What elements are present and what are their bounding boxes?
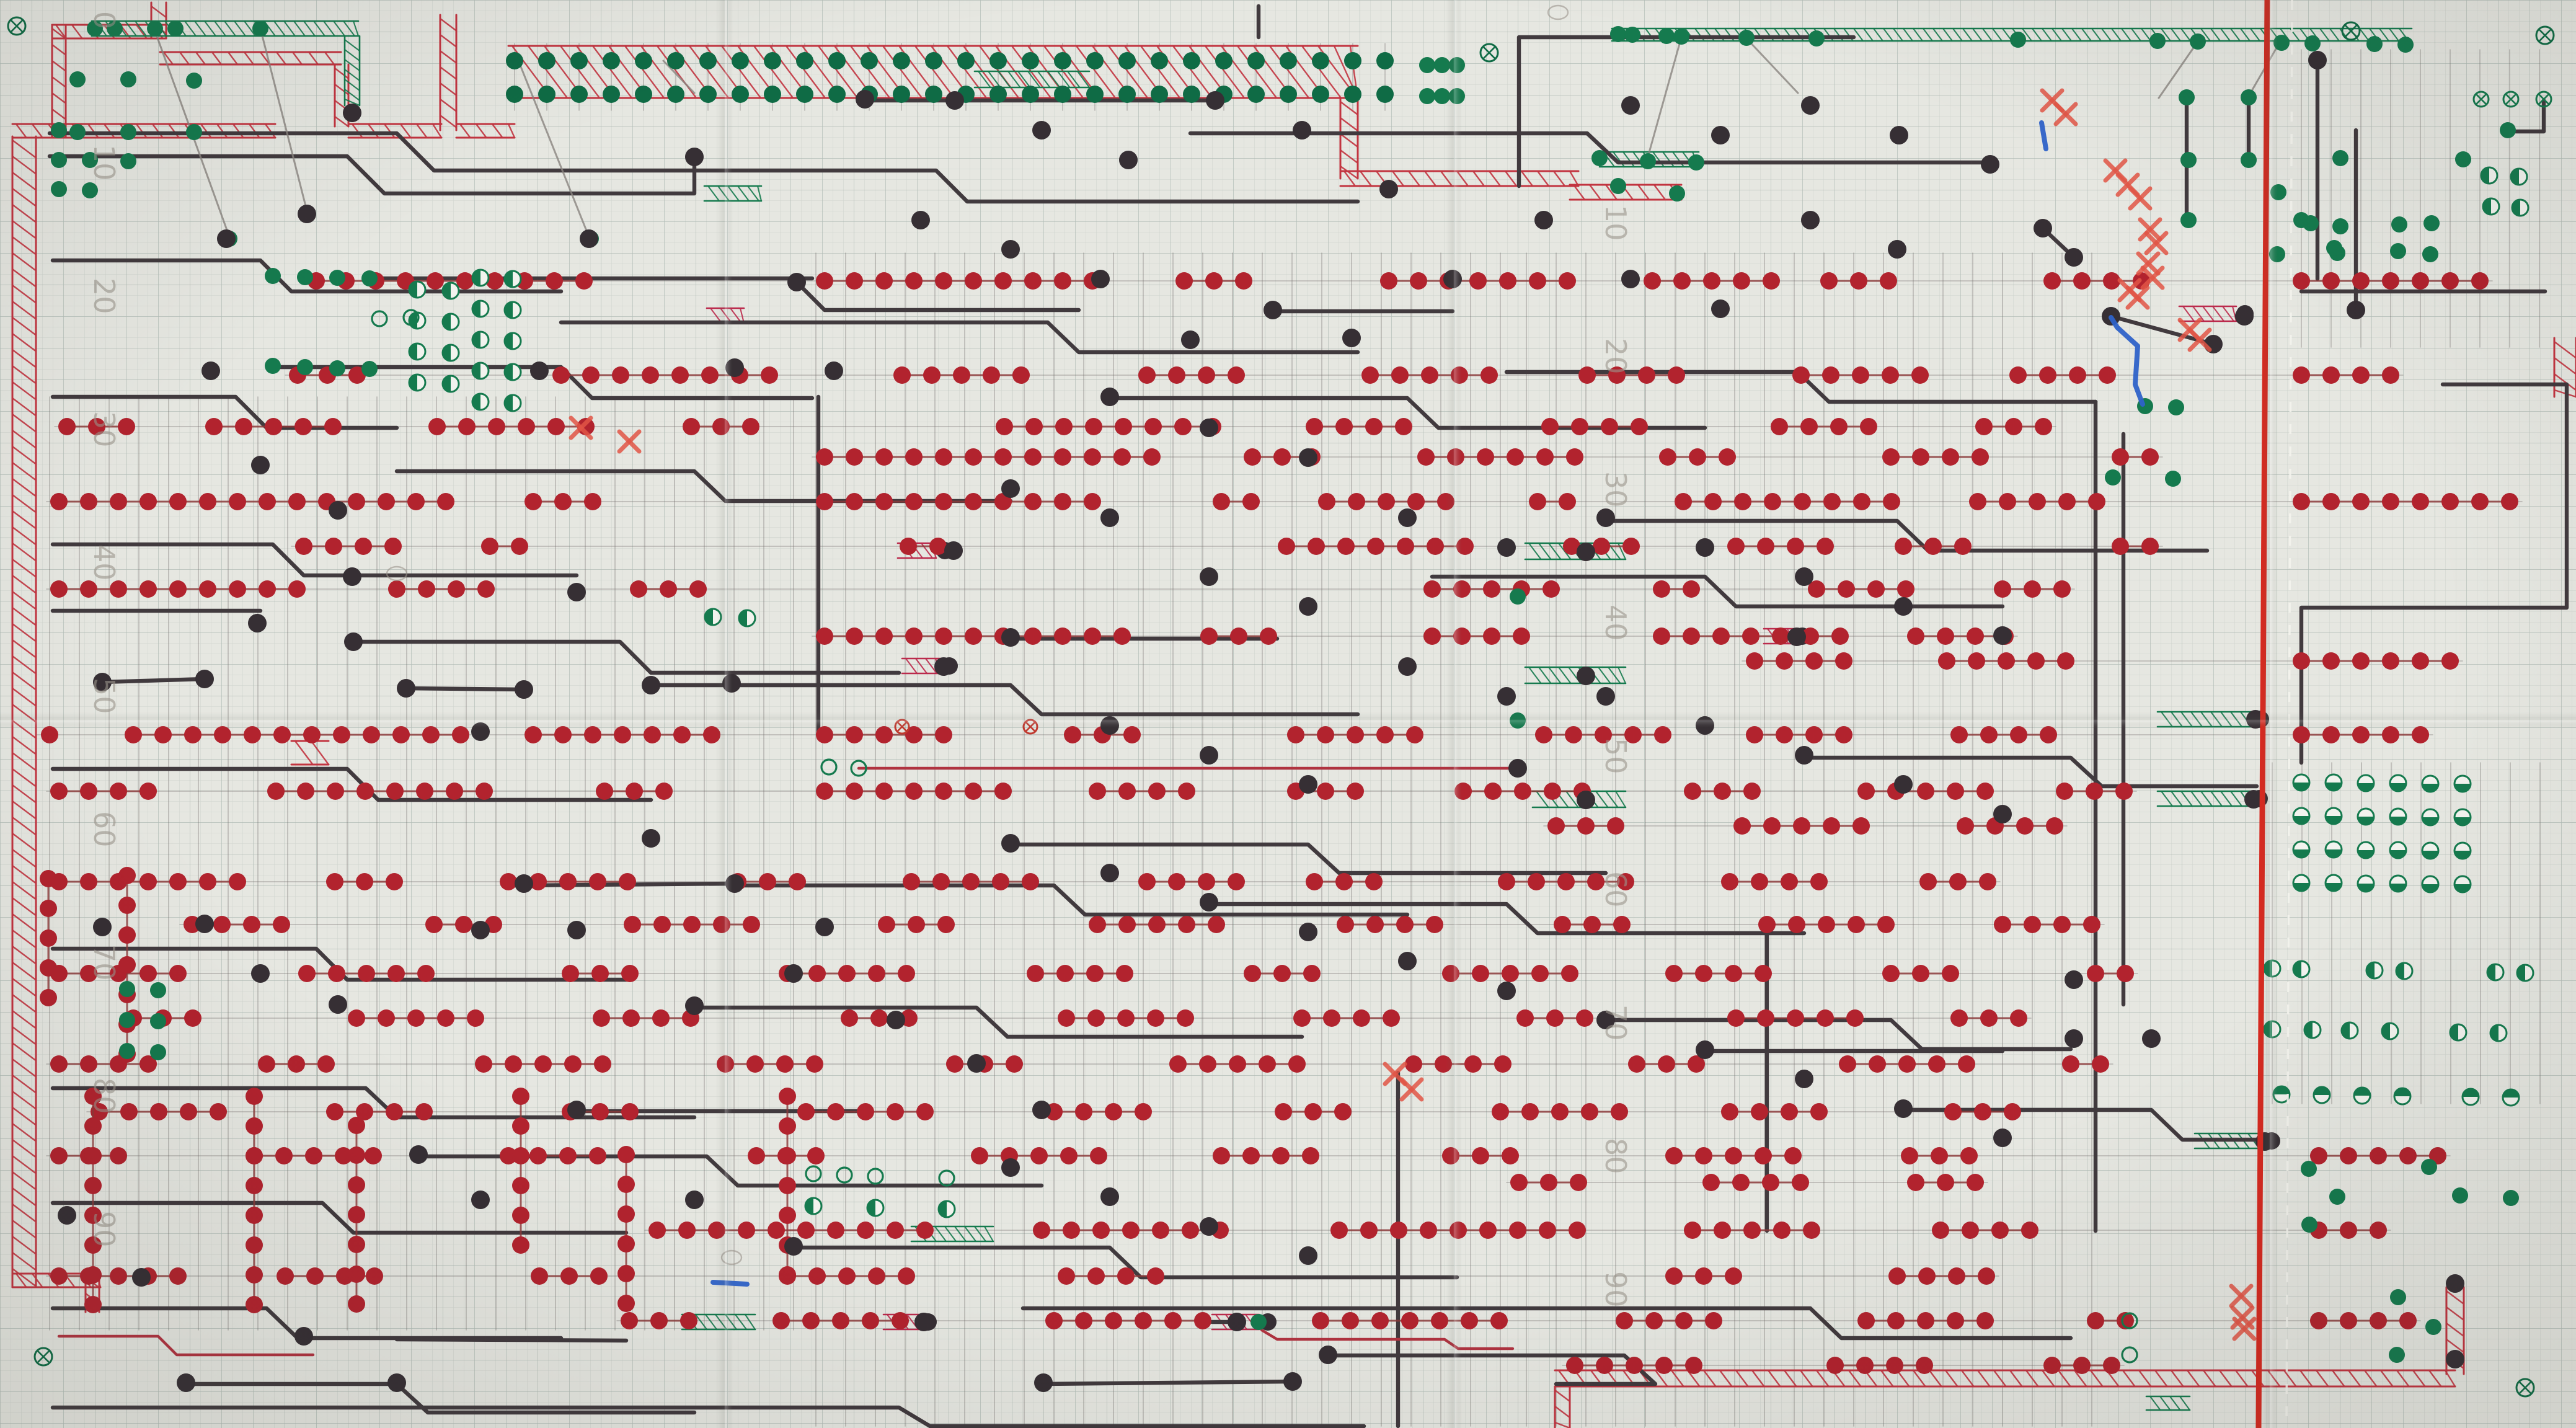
graph-paper-sheet: 0102030405060708090102030405060708090 <box>0 0 2576 1428</box>
photo-effects <box>0 0 2576 1428</box>
wirewrap-layout-drawing: 0102030405060708090102030405060708090 <box>0 0 2576 1428</box>
